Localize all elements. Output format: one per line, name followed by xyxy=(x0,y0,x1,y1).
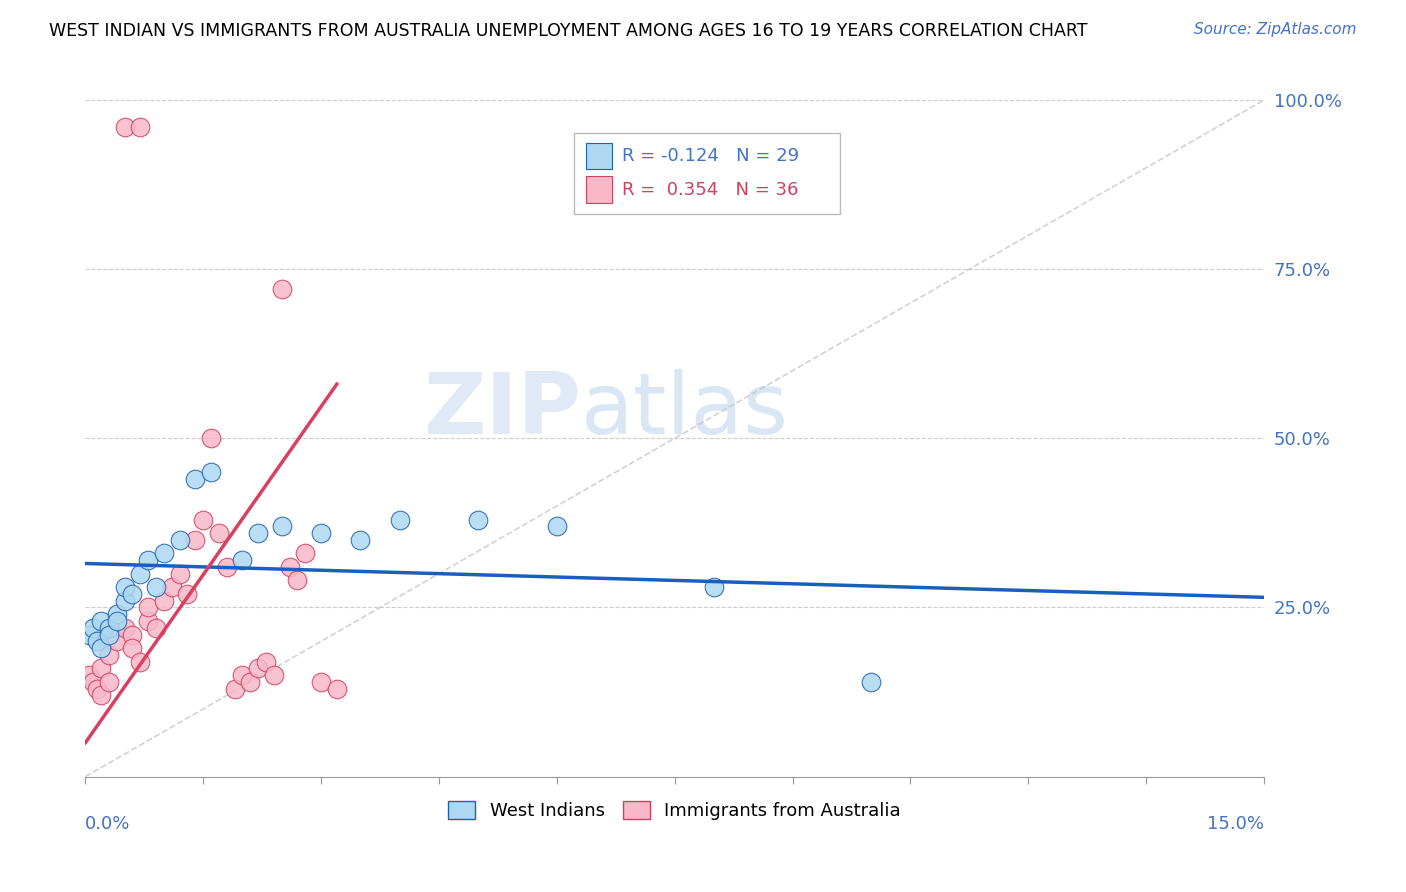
Point xyxy=(105,634,128,648)
Point xyxy=(160,580,183,594)
Point xyxy=(349,533,371,547)
Point xyxy=(97,648,120,662)
Point xyxy=(703,580,725,594)
Point xyxy=(145,580,167,594)
Text: WEST INDIAN VS IMMIGRANTS FROM AUSTRALIA UNEMPLOYMENT AMONG AGES 16 TO 19 YEARS : WEST INDIAN VS IMMIGRANTS FROM AUSTRALIA… xyxy=(49,22,1088,40)
Text: R = -0.124   N = 29: R = -0.124 N = 29 xyxy=(621,147,799,165)
Text: Source: ZipAtlas.com: Source: ZipAtlas.com xyxy=(1194,22,1357,37)
Point xyxy=(105,607,128,622)
Point xyxy=(270,283,292,297)
Bar xyxy=(586,143,612,169)
Point xyxy=(309,674,332,689)
Bar xyxy=(586,177,612,203)
Point xyxy=(546,519,568,533)
Point xyxy=(860,674,883,689)
Point xyxy=(326,681,349,696)
Point xyxy=(200,431,222,445)
Point xyxy=(169,533,191,547)
Legend: West Indians, Immigrants from Australia: West Indians, Immigrants from Australia xyxy=(441,794,908,828)
Point xyxy=(200,465,222,479)
Point xyxy=(114,593,136,607)
Point xyxy=(90,661,112,675)
Point xyxy=(169,566,191,581)
Point xyxy=(224,681,246,696)
Point xyxy=(97,621,120,635)
Point xyxy=(231,553,253,567)
Point xyxy=(90,614,112,628)
Point xyxy=(388,512,411,526)
Point xyxy=(136,553,159,567)
Point xyxy=(184,472,207,486)
Point xyxy=(231,668,253,682)
Point xyxy=(136,600,159,615)
Point xyxy=(86,681,108,696)
Point xyxy=(270,519,292,533)
Point xyxy=(114,120,136,134)
Point xyxy=(184,533,207,547)
Point xyxy=(278,560,301,574)
Point xyxy=(193,512,215,526)
Point xyxy=(77,627,100,641)
Point xyxy=(114,621,136,635)
Point xyxy=(208,526,231,541)
Point xyxy=(129,566,152,581)
Point xyxy=(309,526,332,541)
Text: 0.0%: 0.0% xyxy=(86,815,131,833)
Text: ZIP: ZIP xyxy=(423,369,581,452)
Point xyxy=(90,641,112,656)
Point xyxy=(254,655,277,669)
Point xyxy=(77,668,100,682)
Point xyxy=(153,546,176,560)
Point xyxy=(247,526,270,541)
Point xyxy=(145,621,167,635)
Point xyxy=(97,674,120,689)
Point xyxy=(97,627,120,641)
Point xyxy=(136,614,159,628)
FancyBboxPatch shape xyxy=(575,133,839,214)
Point xyxy=(129,120,152,134)
Point xyxy=(239,674,262,689)
Point xyxy=(467,512,489,526)
Point xyxy=(82,621,104,635)
Point xyxy=(86,634,108,648)
Point xyxy=(121,641,143,656)
Point xyxy=(247,661,270,675)
Point xyxy=(215,560,238,574)
Point xyxy=(153,593,176,607)
Text: atlas: atlas xyxy=(581,369,789,452)
Point xyxy=(287,574,309,588)
Point xyxy=(90,689,112,703)
Point xyxy=(263,668,285,682)
Point xyxy=(176,587,198,601)
Point xyxy=(121,587,143,601)
Text: R =  0.354   N = 36: R = 0.354 N = 36 xyxy=(621,181,799,199)
Point xyxy=(294,546,316,560)
Point xyxy=(121,627,143,641)
Point xyxy=(82,674,104,689)
Point xyxy=(114,580,136,594)
Point xyxy=(129,655,152,669)
Point xyxy=(105,614,128,628)
Text: 15.0%: 15.0% xyxy=(1208,815,1264,833)
